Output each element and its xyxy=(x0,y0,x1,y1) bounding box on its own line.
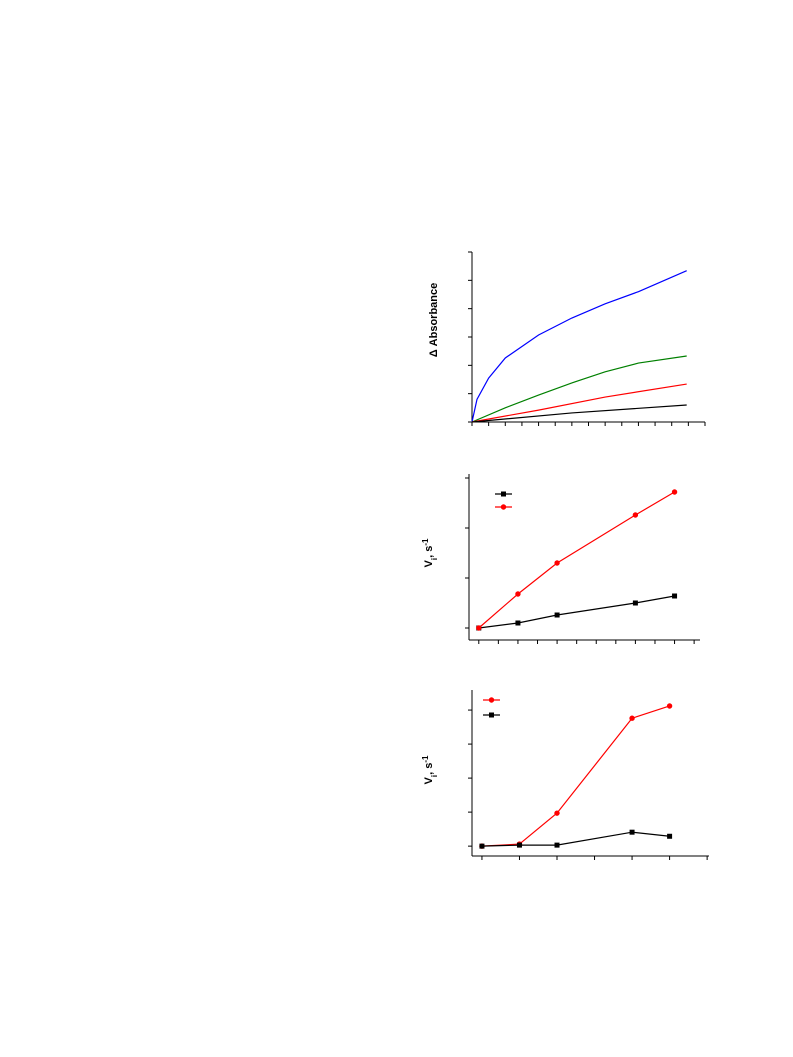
data-point xyxy=(671,489,678,495)
legend-marker xyxy=(488,697,495,703)
y-axis-label: Vi, s-1 xyxy=(421,538,439,567)
data-line xyxy=(481,705,670,847)
data-line xyxy=(471,383,687,423)
y-axis-label-part: -1 xyxy=(421,755,430,763)
y-axis-label: Δ Absorbance xyxy=(428,283,440,358)
data-line xyxy=(471,355,687,423)
y-axis-label-part: Δ Absorbance xyxy=(428,283,440,358)
data-point xyxy=(667,833,673,839)
y-axis-label-part: , s xyxy=(423,546,435,558)
data-point xyxy=(515,620,521,626)
y-axis-label-part: i xyxy=(430,775,439,777)
chart: Vi, s-1 xyxy=(421,690,709,860)
y-axis-label: Vi, s-1 xyxy=(421,755,439,784)
y-axis-label-part: V xyxy=(423,776,435,784)
data-point xyxy=(632,600,638,606)
data-point xyxy=(515,591,521,597)
data-point xyxy=(554,612,560,618)
y-axis-label-part: , s xyxy=(423,763,435,775)
data-line xyxy=(478,595,675,629)
data-point xyxy=(666,703,673,709)
legend-marker xyxy=(501,491,506,497)
data-point xyxy=(629,715,635,721)
data-point xyxy=(632,512,639,518)
data-point xyxy=(554,560,560,566)
legend-marker xyxy=(500,504,507,510)
data-point xyxy=(479,843,485,849)
data-point xyxy=(629,829,635,835)
data-point xyxy=(476,625,482,631)
data-line xyxy=(471,270,687,423)
data-point xyxy=(554,842,560,848)
data-line xyxy=(471,404,687,423)
y-axis-label-part: i xyxy=(430,558,439,560)
legend-marker xyxy=(489,712,494,718)
chart: Δ Absorbance xyxy=(428,251,706,426)
data-point xyxy=(516,842,522,848)
data-point xyxy=(554,810,560,816)
chart: Vi, s-1 xyxy=(421,474,700,644)
data-point xyxy=(672,593,678,599)
data-line xyxy=(478,491,675,629)
y-axis-label-part: V xyxy=(423,559,435,567)
y-axis-label-part: -1 xyxy=(421,538,430,546)
